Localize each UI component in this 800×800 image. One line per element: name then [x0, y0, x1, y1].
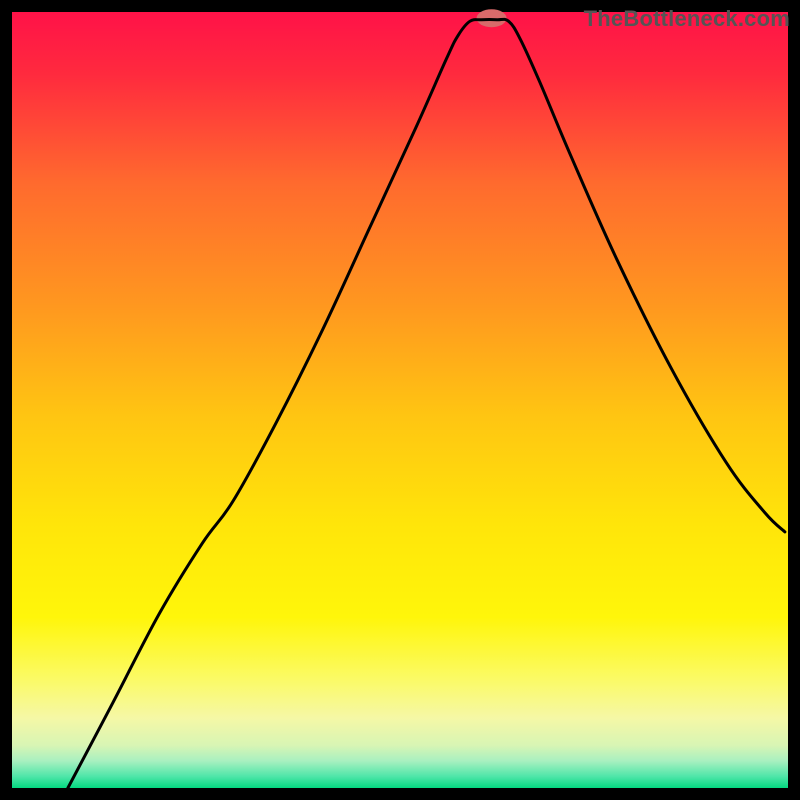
watermark-text: TheBottleneck.com: [584, 6, 790, 32]
chart-container: TheBottleneck.com: [0, 0, 800, 800]
bottleneck-chart: [0, 0, 800, 800]
